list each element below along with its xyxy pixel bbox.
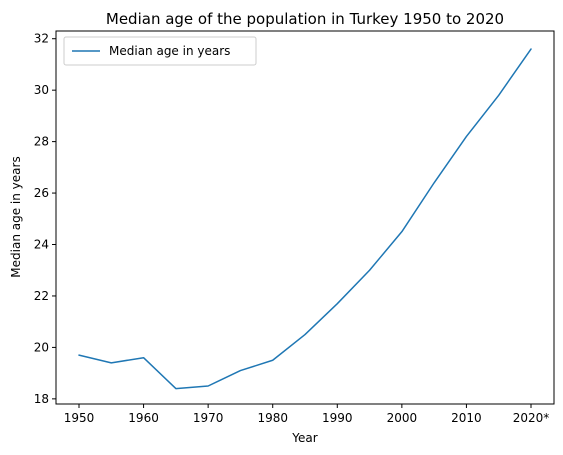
legend-label: Median age in years — [109, 44, 230, 58]
x-tick-label: 1980 — [257, 411, 288, 425]
y-tick-label: 20 — [34, 340, 49, 354]
series-line — [78, 48, 532, 390]
plot-frame — [55, 30, 555, 405]
y-tick-label: 22 — [34, 289, 49, 303]
legend-box — [63, 36, 257, 66]
y-tick-label: 24 — [34, 238, 49, 252]
legend: Median age in years — [63, 36, 257, 66]
y-tick-label: 26 — [34, 186, 49, 200]
x-tick-label: 1960 — [128, 411, 159, 425]
x-axis-label: Year — [291, 431, 317, 445]
x-tick-label: 2020* — [513, 411, 550, 425]
x-tick-label: 1950 — [64, 411, 95, 425]
x-tick-label: 1970 — [193, 411, 224, 425]
y-tick-label: 18 — [34, 392, 49, 406]
y-axis-label: Median age in years — [9, 156, 23, 277]
y-tick-label: 30 — [34, 83, 49, 97]
axes: 18 20 22 24 26 28 30 32 1950 1960 1970 1980 1990 2000… — [34, 30, 555, 425]
chart-title: Median age of the population in Turkey 1… — [106, 10, 504, 28]
x-tick-label: 2000 — [387, 411, 418, 425]
x-tick-label: 2010 — [451, 411, 482, 425]
y-tick-label: 32 — [34, 32, 49, 46]
x-tick-label: 1990 — [322, 411, 353, 425]
y-tick-label: 28 — [34, 135, 49, 149]
series-layer — [78, 48, 532, 390]
